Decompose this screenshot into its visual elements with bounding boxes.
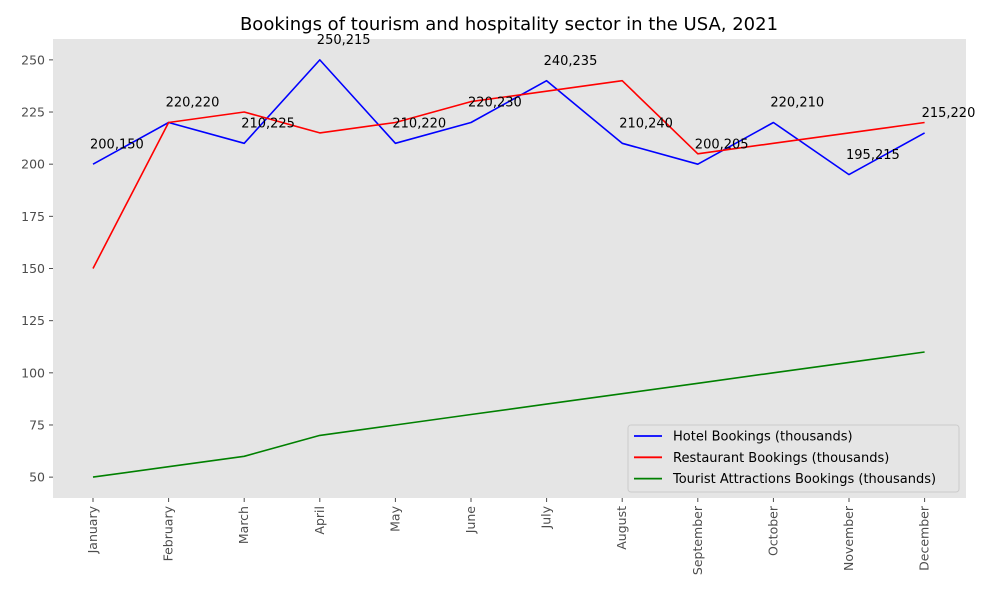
point-label: 195,215	[846, 148, 900, 163]
x-tick-label: October	[765, 505, 780, 556]
x-tick-label: July	[539, 505, 554, 529]
x-tick-label: August	[614, 506, 629, 550]
point-label: 220,220	[166, 96, 220, 111]
series-line-2	[92, 351, 925, 478]
y-tick-label: 125	[21, 313, 45, 328]
legend-box	[627, 424, 960, 493]
point-label: 250,215	[317, 33, 371, 48]
plot-area	[53, 39, 966, 498]
point-label: 220,210	[770, 96, 824, 111]
y-tick-label: 75	[29, 417, 45, 432]
y-tick-label: 200	[21, 157, 45, 172]
x-tick-label: January	[85, 505, 100, 554]
point-label: 210,225	[241, 116, 295, 131]
x-tick-label: November	[841, 505, 856, 571]
x-tick-label: February	[161, 505, 176, 561]
x-tick-label: September	[690, 505, 705, 575]
x-tick-label: June	[463, 506, 478, 535]
legend: Hotel Bookings (thousands) Restaurant Boo…	[627, 424, 960, 493]
point-label: 240,235	[544, 54, 598, 69]
chart-title: Bookings of tourism and hospitality sect…	[240, 14, 778, 35]
point-label: 215,220	[922, 106, 976, 121]
point-label: 220,230	[468, 96, 522, 111]
point-label: 210,240	[619, 116, 673, 131]
x-tick-label: December	[917, 505, 932, 571]
series-line-1	[92, 79, 925, 269]
y-tick-label: 225	[21, 105, 45, 120]
legend-label: Tourist Attractions Bookings (thousands)	[672, 472, 936, 487]
point-label: 200,205	[695, 137, 749, 152]
point-label: 210,220	[392, 116, 446, 131]
legend-label: Restaurant Bookings (thousands)	[673, 451, 889, 466]
point-label: 200,150	[90, 137, 144, 152]
x-tick-label: May	[387, 505, 402, 531]
y-tick-label: 50	[29, 470, 45, 485]
y-tick-label: 175	[21, 209, 45, 224]
x-tick-label: March	[236, 506, 251, 544]
x-tick-label: April	[312, 506, 327, 535]
series-layer	[92, 59, 925, 478]
y-tick-label: 150	[21, 261, 45, 276]
legend-label: Hotel Bookings (thousands)	[673, 430, 853, 445]
series-line-0	[92, 59, 925, 176]
x-axis: January February March April May June July Augu…	[85, 498, 932, 575]
y-tick-label: 100	[21, 365, 45, 380]
y-axis: 50 75 100 125 150 175 200 225 250	[21, 52, 53, 485]
data-labels: 200,150 220,220 210,225 250,215 210,220 220,2…	[90, 33, 975, 163]
y-tick-label: 250	[21, 52, 45, 67]
